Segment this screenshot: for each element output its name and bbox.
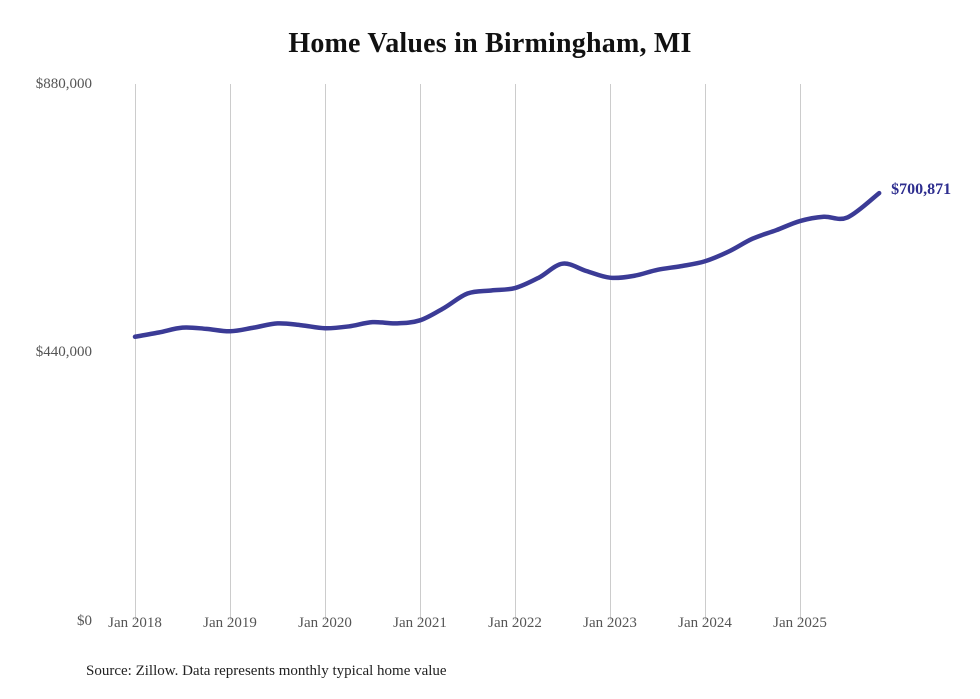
x-axis-tick-jan-2022: Jan 2022 — [488, 615, 542, 631]
vertical-gridlines — [135, 84, 801, 620]
x-axis-tick-jan-2025: Jan 2025 — [773, 615, 827, 631]
x-axis-tick-jan-2023: Jan 2023 — [583, 615, 637, 631]
y-axis-tick-0: $0 — [77, 613, 92, 629]
x-axis-tick-jan-2018: Jan 2018 — [108, 615, 162, 631]
chart-title: Home Values in Birmingham, MI — [288, 28, 692, 59]
y-axis-tick-440000: $440,000 — [35, 344, 92, 360]
source-footnote: Source: Zillow. Data represents monthly … — [86, 663, 447, 679]
x-axis-tick-jan-2019: Jan 2019 — [203, 615, 257, 631]
home-value-line — [132, 190, 882, 340]
y-axis-tick-880000: $880,000 — [35, 76, 92, 92]
x-axis-tick-jan-2024: Jan 2024 — [678, 615, 732, 631]
x-axis-tick-jan-2020: Jan 2020 — [298, 615, 352, 631]
end-value-label: $700,871 — [891, 181, 952, 199]
x-axis-tick-jan-2021: Jan 2021 — [393, 615, 447, 631]
